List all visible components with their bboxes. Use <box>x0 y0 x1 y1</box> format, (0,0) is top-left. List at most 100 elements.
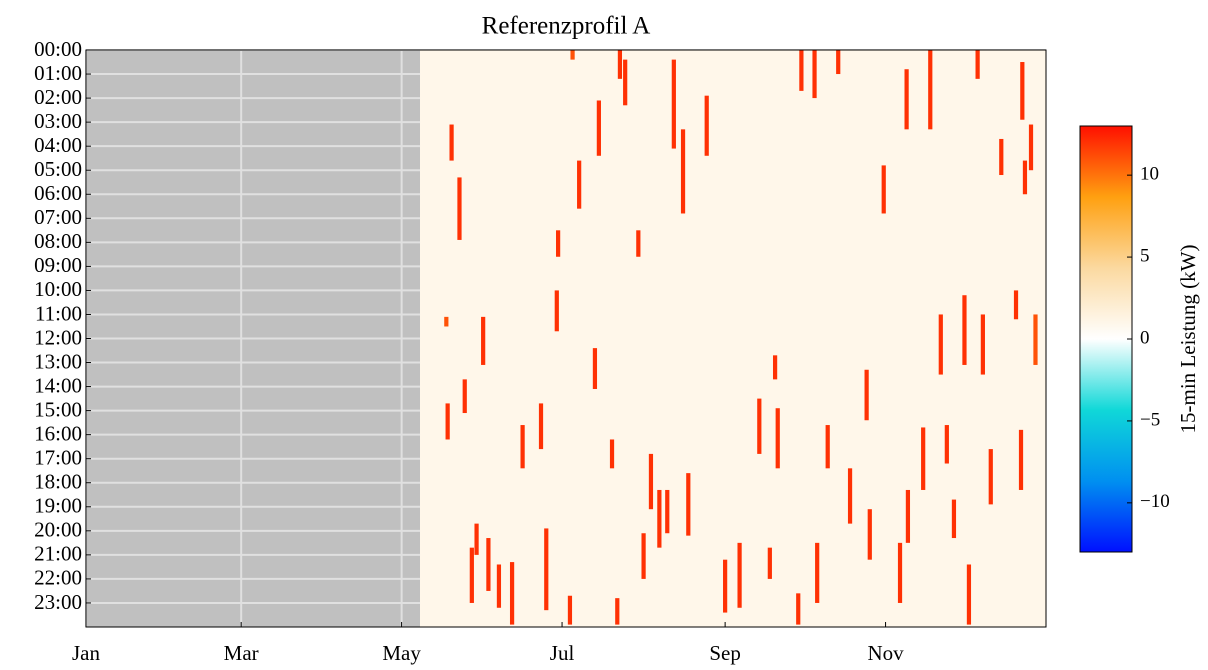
heat-cell <box>445 403 450 440</box>
heat-cell <box>592 348 598 389</box>
colorbar <box>1079 125 1133 553</box>
y-tick-label: 22:00 <box>34 566 82 590</box>
colorbar-tick-label: −10 <box>1140 491 1170 512</box>
heat-cell <box>966 564 972 625</box>
heat-cell <box>648 453 654 510</box>
chart-title: Referenzprofil A <box>482 13 651 40</box>
heat-cell <box>457 177 462 240</box>
heat-cell <box>509 562 515 625</box>
heat-cell <box>496 564 502 608</box>
y-tick-label: 03:00 <box>34 109 82 133</box>
heat-cell <box>864 369 869 421</box>
heat-cell <box>905 489 911 543</box>
heat-cell <box>623 59 628 106</box>
heat-cell <box>449 124 454 161</box>
heat-cell <box>680 129 686 214</box>
colorbar-tick-label: 10 <box>1140 164 1159 185</box>
heat-cell <box>567 595 573 625</box>
y-tick-label: 17:00 <box>34 446 82 470</box>
heat-cell <box>962 295 967 365</box>
heat-cell <box>944 425 949 464</box>
y-tick-label: 21:00 <box>34 542 82 566</box>
heat-cell <box>486 538 491 591</box>
heat-cell <box>904 69 909 130</box>
y-tick-label: 23:00 <box>34 590 82 614</box>
heat-cell <box>474 523 479 555</box>
heat-cell <box>704 95 709 156</box>
y-tick-label: 00:00 <box>34 37 82 61</box>
y-tick-label: 12:00 <box>34 325 82 349</box>
heat-cell <box>815 542 820 603</box>
heat-cell <box>641 533 646 579</box>
heat-cell <box>520 425 525 469</box>
heat-cell <box>554 290 559 332</box>
colorbar-tick-label: −5 <box>1140 409 1160 430</box>
heat-cell <box>1018 429 1024 490</box>
heat-cell <box>881 165 886 214</box>
heat-cell <box>469 547 474 603</box>
x-tick-label: Mar <box>224 641 259 665</box>
y-tick-label: 05:00 <box>34 157 82 181</box>
y-tick-label: 08:00 <box>34 229 82 253</box>
heat-cell <box>938 314 943 375</box>
heat-cell <box>1033 314 1038 365</box>
heat-cell <box>737 542 742 608</box>
x-tick-label: Sep <box>709 641 741 665</box>
y-tick-label: 19:00 <box>34 494 82 518</box>
heat-cell <box>897 542 903 603</box>
heat-cell <box>609 439 615 469</box>
heat-cell <box>1013 290 1019 320</box>
heat-cell <box>671 59 676 149</box>
heat-cell <box>799 50 804 91</box>
heat-cell <box>921 427 926 490</box>
heat-cell <box>867 509 872 560</box>
heat-cell <box>999 138 1004 176</box>
heat-cell <box>812 50 817 99</box>
heat-cell <box>951 499 957 539</box>
heat-cell <box>665 489 670 534</box>
y-tick-label: 01:00 <box>34 61 82 85</box>
heat-cell <box>462 379 467 414</box>
heat-cell <box>556 230 561 257</box>
y-tick-label: 18:00 <box>34 470 82 494</box>
heat-cell <box>577 160 582 209</box>
heat-cell <box>988 449 993 505</box>
y-tick-label: 20:00 <box>34 518 82 542</box>
heat-cell <box>481 316 486 365</box>
heat-cell <box>570 50 575 60</box>
x-tick-label: Jan <box>72 641 100 665</box>
y-tick-label: 04:00 <box>34 133 82 157</box>
y-tick-label: 15:00 <box>34 397 82 421</box>
heat-cell <box>596 100 601 156</box>
y-tick-label: 09:00 <box>34 253 82 277</box>
heat-cell <box>686 473 691 536</box>
y-tick-label: 14:00 <box>34 373 82 397</box>
x-tick-label: Jul <box>550 641 575 665</box>
heat-cell <box>757 398 762 454</box>
heat-cell <box>980 314 985 375</box>
heat-cell <box>615 598 620 625</box>
heat-cell <box>1022 160 1028 195</box>
heat-cell <box>1020 62 1025 120</box>
heat-cell <box>825 425 830 469</box>
y-tick-label: 13:00 <box>34 349 82 373</box>
x-tick-label: May <box>382 641 421 665</box>
y-tick-label: 06:00 <box>34 181 82 205</box>
heat-cell <box>636 230 641 257</box>
heat-cell <box>847 468 853 524</box>
heat-cell <box>775 408 780 469</box>
heat-cell <box>1028 124 1034 171</box>
x-tick-label: Nov <box>867 641 904 665</box>
heat-cell <box>444 316 449 327</box>
heat-cell <box>544 528 549 611</box>
y-tick-label: 16:00 <box>34 421 82 445</box>
heat-cell <box>723 559 728 613</box>
heat-cell <box>772 355 778 380</box>
y-tick-label: 10:00 <box>34 277 82 301</box>
data-region <box>420 50 1046 627</box>
colorbar-label: 15-min Leistung (kW) <box>1176 245 1200 434</box>
heat-cell <box>796 593 801 625</box>
y-tick-label: 11:00 <box>35 301 82 325</box>
colorbar-tick-label: 0 <box>1140 327 1150 348</box>
